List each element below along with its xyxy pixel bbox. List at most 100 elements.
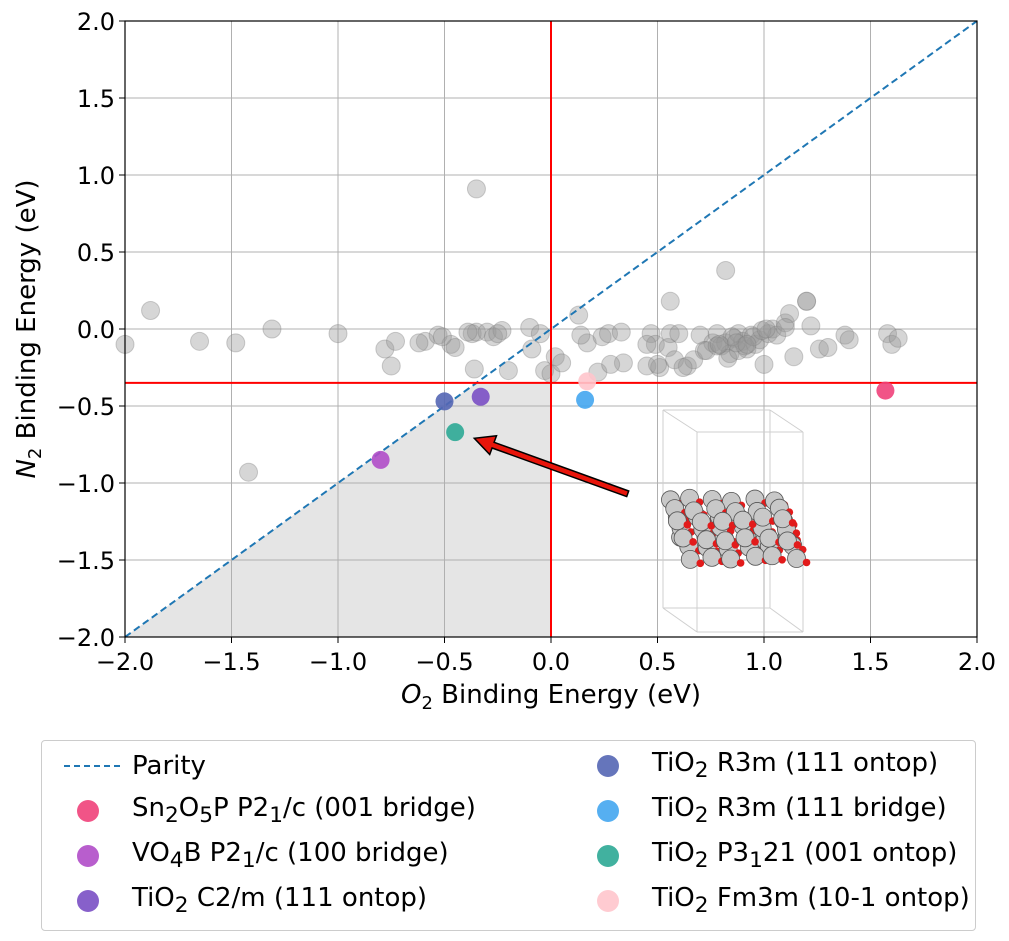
y-axis-label-main: N	[12, 459, 42, 478]
background-point	[601, 354, 621, 374]
y-tick-label: 2.0	[77, 8, 115, 36]
legend-marker	[572, 881, 652, 921]
x-tick-label: 1.5	[851, 648, 889, 676]
x-axis-label-sub: 2	[421, 693, 432, 714]
background-point	[728, 324, 748, 344]
legend-item-3: TiO2 R3m (111 ontop)	[572, 746, 938, 786]
metal-atom	[733, 510, 753, 530]
background-point	[707, 324, 727, 344]
background-point	[669, 324, 689, 344]
legend: Parity Sn2O5P P21/c (001 bridge) VO4B P21…	[41, 740, 976, 931]
background-point	[520, 317, 540, 337]
series-point-0	[876, 381, 895, 400]
x-tick-label: −1.5	[202, 648, 260, 676]
metal-atom	[691, 512, 711, 532]
background-point	[716, 260, 736, 280]
background-point	[763, 319, 783, 339]
series-point-6	[578, 372, 597, 391]
background-point	[522, 339, 542, 359]
x-tick-label: 1.0	[745, 648, 783, 676]
tick-layer: −2.0 −1.5 −1.0 −0.5 0.0 0.5 1.0 1.5 2.0 −2.0 −1.5 −…	[57, 8, 996, 676]
legend-item-parity: Parity	[52, 746, 206, 786]
background-point	[737, 339, 757, 359]
legend-marker	[572, 836, 652, 876]
metal-atom	[778, 531, 797, 551]
x-axis-label-rest: Binding Energy (eV)	[433, 680, 701, 710]
background-point	[483, 327, 503, 347]
background-point	[592, 327, 612, 347]
background-point	[809, 339, 829, 359]
legend-marker	[572, 746, 652, 786]
background-point	[835, 325, 855, 345]
legend-parity-line	[52, 746, 132, 786]
oxygen-atom	[683, 521, 692, 529]
background-point	[703, 333, 723, 353]
background-point	[797, 291, 817, 311]
series-point-5	[446, 423, 465, 442]
background-point	[530, 324, 550, 344]
y-axis-label: N2 Binding Energy (eV)	[12, 179, 46, 478]
x-tick-label: 2.0	[958, 648, 996, 676]
metal-atom	[746, 546, 765, 566]
background-point	[780, 304, 800, 324]
y-tick-label: −1.5	[57, 547, 115, 575]
series-points-layer	[371, 372, 895, 469]
background-point	[445, 337, 465, 357]
background-point	[498, 361, 518, 381]
legend-label: TiO2 R3m (111 bridge)	[652, 793, 947, 829]
arrow-annotation	[472, 434, 630, 498]
series-point-2	[471, 387, 490, 406]
unit-cell-edge	[662, 409, 698, 433]
legend-label: TiO2 R3m (111 ontop)	[652, 748, 939, 784]
background-point	[141, 301, 161, 321]
background-point	[637, 356, 657, 376]
oxygen-atom	[802, 558, 811, 567]
background-point	[720, 344, 740, 364]
metal-atom	[715, 531, 735, 551]
metal-atom	[762, 546, 782, 566]
background-point	[381, 356, 401, 376]
structure-inset	[661, 409, 811, 633]
background-point	[673, 358, 693, 377]
background-point	[466, 179, 486, 199]
oxygen-atom	[751, 537, 759, 546]
background-point	[441, 334, 461, 354]
legend-item-2: TiO2 C2/m (111 ontop)	[52, 881, 427, 921]
background-point	[818, 337, 838, 357]
background-point	[552, 353, 572, 373]
background-point	[728, 341, 748, 361]
metal-atom	[713, 511, 733, 531]
background-point	[599, 324, 619, 344]
background-point	[458, 322, 478, 342]
unit-cell-edge	[769, 607, 804, 633]
background-point	[745, 334, 765, 354]
y-tick-label: 0.0	[77, 316, 115, 344]
metal-atom	[680, 549, 700, 569]
background-point	[722, 327, 742, 347]
y-tick-label: 0.5	[77, 239, 115, 267]
y-tick-label: −2.0	[57, 624, 115, 652]
background-point	[571, 325, 591, 345]
oxygen-atom	[689, 538, 697, 546]
background-point	[750, 330, 770, 350]
y-tick-label: −0.5	[57, 393, 115, 421]
background-point	[707, 336, 727, 356]
background-point	[492, 321, 512, 341]
background-point	[650, 358, 670, 377]
x-axis-label-main: O	[401, 680, 421, 710]
x-tick-label: −0.5	[415, 648, 473, 676]
background-point	[577, 333, 597, 353]
oxygen-atom	[748, 520, 757, 529]
metal-atom	[721, 549, 741, 569]
legend-item-1: VO4B P21/c (100 bridge)	[52, 836, 449, 876]
legend-label: Parity	[132, 751, 206, 781]
background-point	[882, 334, 902, 354]
metal-atom	[787, 549, 806, 568]
background-point	[466, 322, 486, 342]
background-point	[694, 341, 714, 361]
legend-marker	[572, 791, 652, 831]
oxygen-atom	[707, 522, 716, 530]
background-point	[239, 462, 259, 482]
y-axis-label-rest: Binding Energy (eV)	[12, 179, 42, 447]
x-tick-label: −1.0	[309, 648, 367, 676]
